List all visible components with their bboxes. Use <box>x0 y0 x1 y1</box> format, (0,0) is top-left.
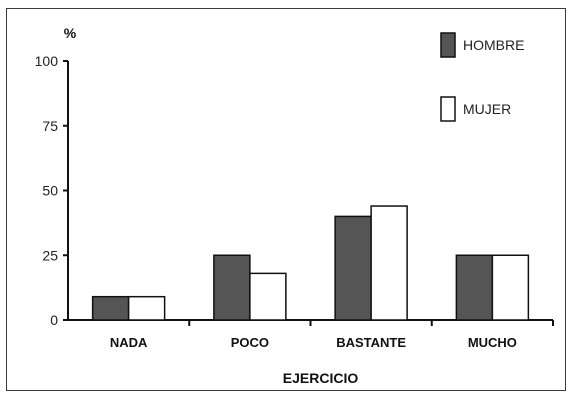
legend-label-mujer: MUJER <box>463 101 511 117</box>
bar-mujer-poco <box>249 272 287 321</box>
chart-legend: HOMBRE MUJER <box>440 32 524 122</box>
y-tick-label: 50 <box>42 183 58 199</box>
legend-swatch-mujer <box>440 96 456 122</box>
x-tick-label: NADA <box>110 335 148 350</box>
y-tick-label: 0 <box>50 312 58 328</box>
chart-bars <box>91 205 530 321</box>
x-tick-label: POCO <box>231 335 269 350</box>
bar-mujer-mucho <box>491 254 530 321</box>
chart-labels: 0 25 50 75 100% NADA POCO BASTANTE MUCHO EJERCICI… <box>35 25 517 386</box>
y-tick-label: 75 <box>42 118 58 134</box>
x-tick-label: MUCHO <box>468 335 517 350</box>
bar-hombre-poco <box>213 254 251 321</box>
bar-hombre-nada <box>91 295 130 321</box>
x-tick-label: BASTANTE <box>336 335 406 350</box>
chart-frame <box>6 8 566 391</box>
y-axis-label: % <box>64 25 77 41</box>
y-tick-label: 25 <box>42 247 58 263</box>
y-tick-label: 100 <box>35 53 59 69</box>
legend-label-hombre: HOMBRE <box>463 37 524 53</box>
bar-hombre-bastante <box>334 215 372 321</box>
bar-mujer-nada <box>127 295 166 321</box>
bar-mujer-bastante <box>370 205 408 321</box>
legend-swatch-hombre <box>440 32 456 58</box>
bar-hombre-mucho <box>455 254 494 321</box>
x-axis-title: EJERCICIO <box>283 370 359 386</box>
